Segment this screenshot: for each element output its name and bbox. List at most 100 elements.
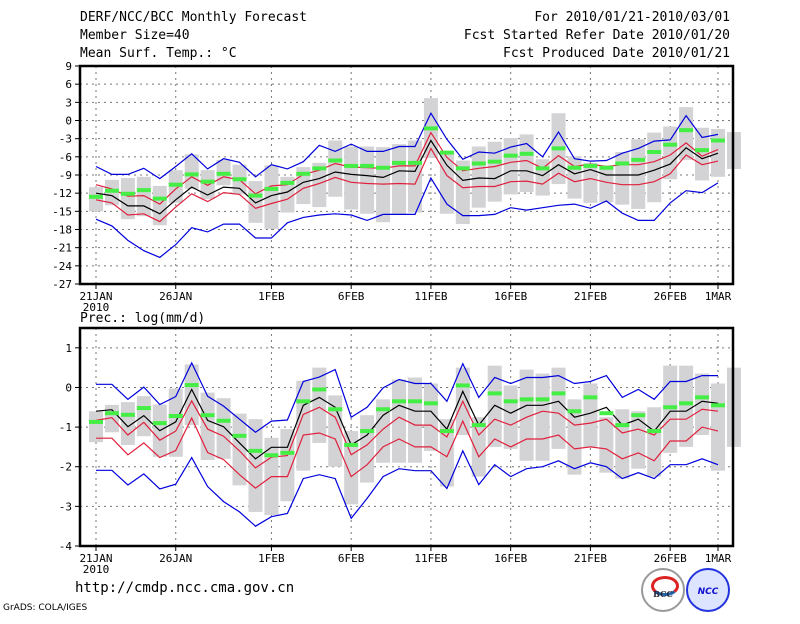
precip-spread-box <box>503 385 518 449</box>
precip-obs-marker <box>439 429 454 434</box>
precip-ytick-label: 0 <box>65 381 72 394</box>
temp-spread-box <box>711 128 725 177</box>
precip-xtick-label: 16FEB <box>494 552 527 565</box>
precip-spread-box <box>312 367 327 443</box>
temp-spread-box <box>344 146 359 210</box>
precip-obs-marker <box>663 405 678 410</box>
temp-ytick-label: -18 <box>52 224 72 237</box>
precip-xtick-year: 2010 <box>83 563 110 576</box>
temp-obs-marker <box>344 163 359 168</box>
precip-obs-marker <box>232 433 247 438</box>
start-date: Fcst Started Refer Date 2010/01/20 <box>463 28 730 43</box>
temp-obs-marker <box>487 159 502 164</box>
precip-obs-marker <box>312 387 327 392</box>
temp-xtick-label: 11FEB <box>414 290 447 303</box>
precip-obs-marker <box>104 411 119 416</box>
temp-obs-marker <box>407 160 422 165</box>
temp-line-ensemble-mean <box>95 139 719 215</box>
precip-ytick-label: -1 <box>59 421 72 434</box>
precip-spread-box <box>184 364 199 426</box>
temp-spread-box <box>583 162 598 203</box>
temp-spread-box <box>89 187 103 212</box>
precip-obs-marker <box>264 453 279 458</box>
precip-spread-box <box>711 383 725 471</box>
chart-title: DERF/NCC/BCC Monthly Forecast <box>80 10 307 25</box>
precip-obs-marker <box>423 401 438 406</box>
precip-obs-marker <box>615 423 630 428</box>
precip-xtick-label: 21JAN <box>79 552 112 565</box>
precip-spread-box <box>599 417 614 473</box>
temp-line-upper-outer <box>95 111 719 180</box>
temp-obs-marker <box>551 146 566 151</box>
temp-xtick-label: 26FEB <box>654 290 687 303</box>
precip-obs-marker <box>89 419 103 424</box>
precip-spread-box <box>439 419 454 487</box>
temp-xtick-label: 26JAN <box>159 290 192 303</box>
temp-obs-marker <box>312 166 327 171</box>
precip-line-ensemble-mean <box>95 388 719 460</box>
precip-obs-marker <box>695 395 710 400</box>
temp-xtick-label: 21JAN <box>79 290 112 303</box>
temp-obs-marker <box>392 160 407 165</box>
temp-ytick-label: -6 <box>59 151 72 164</box>
temp-spread-box <box>264 165 279 229</box>
precip-xtick-label: 26JAN <box>159 552 192 565</box>
precip-xtick-label: 26FEB <box>654 552 687 565</box>
precip-spread-box <box>695 373 710 436</box>
ncc-logo: NCC <box>686 568 730 612</box>
temp-obs-marker <box>503 153 518 158</box>
temp-obs-marker <box>328 158 343 163</box>
temp-spread-box <box>248 181 263 223</box>
temp-line-upper-inner <box>95 131 719 205</box>
precip-obs-marker <box>120 412 135 417</box>
temp-spread-box <box>360 146 375 214</box>
temp-obs-marker <box>519 151 534 156</box>
temp-obs-marker <box>120 191 135 196</box>
precip-ytick-label: 1 <box>65 342 72 355</box>
temp-xtick-label: 21FEB <box>574 290 607 303</box>
temp-obs-marker <box>296 171 311 176</box>
precip-line-lower-outer <box>96 449 719 527</box>
precip-spread-box <box>487 365 502 447</box>
precip-obs-marker <box>184 383 199 388</box>
temp-obs-marker <box>200 179 215 184</box>
temp-obs-marker <box>216 171 231 176</box>
precip-spread-box <box>423 383 438 451</box>
temp-obs-marker <box>567 165 582 170</box>
temp-ytick-label: -9 <box>59 169 72 182</box>
precip-ytick-label: -3 <box>59 500 72 513</box>
precip-obs-marker <box>583 395 598 400</box>
precip-obs-marker <box>647 429 662 434</box>
temp-ytick-label: 3 <box>65 96 72 109</box>
precip-obs-marker <box>136 406 151 411</box>
precip-spread-box <box>679 365 694 447</box>
temp-obs-marker <box>184 172 199 177</box>
temp-obs-marker <box>711 138 725 143</box>
temp-xtick-year: 2010 <box>83 301 110 314</box>
precip-spread-box <box>519 369 534 461</box>
forecast-period: For 2010/01/21-2010/03/01 <box>534 10 730 25</box>
precip-obs-marker <box>519 397 534 402</box>
temp-spread-box <box>312 162 327 208</box>
temp-ytick-label: 0 <box>65 115 72 128</box>
temp-spread-box <box>599 168 614 203</box>
precip-obs-marker <box>296 399 311 404</box>
member-size: Member Size=40 <box>80 28 190 43</box>
temp-obs-marker <box>647 149 662 154</box>
precip-spread-box <box>376 399 391 463</box>
precip-obs-marker <box>280 450 295 455</box>
temp-obs-marker <box>471 161 486 166</box>
temp-spread-box <box>280 176 295 213</box>
temp-spread-box <box>152 185 167 226</box>
temp-obs-marker <box>423 126 438 131</box>
header-right: For 2010/01/21-2010/03/01 Fcst Started R… <box>464 9 730 63</box>
temp-obs-marker <box>104 188 119 193</box>
temp-spread-box <box>120 178 135 220</box>
temp-obs-marker <box>455 166 470 171</box>
source-url[interactable]: http://cmdp.ncc.cma.gov.cn <box>75 580 295 596</box>
temp-obs-marker <box>439 150 454 155</box>
temp-ytick-label: -3 <box>59 133 72 146</box>
precip-line-upper-inner <box>95 399 719 469</box>
temp-spread-box <box>471 146 486 208</box>
